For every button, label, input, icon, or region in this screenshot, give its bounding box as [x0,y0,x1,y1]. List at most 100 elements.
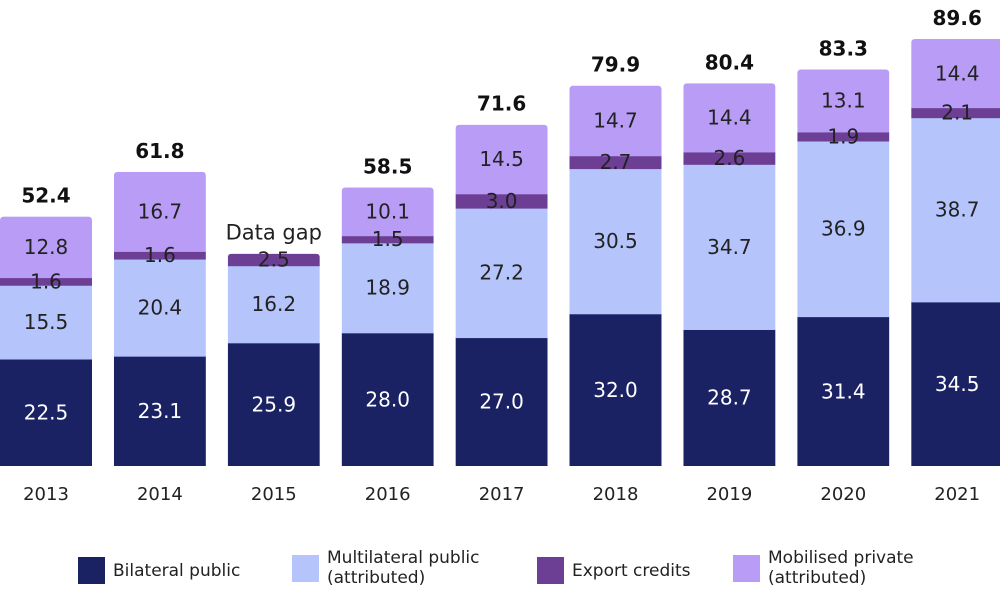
data-label-mobilised-private-attributed-2014: 16.7 [138,200,183,224]
data-label-export-credits-2013: 1.6 [30,269,62,293]
bar-export-credits-2015 [227,253,320,267]
x-tick-label-2016: 2016 [365,484,411,505]
x-tick-label-2013: 2013 [23,484,69,505]
legend-item-mobilised-private: Mobilised private (attributed) [733,548,914,588]
data-label-bilateral-public-2013: 22.5 [24,400,69,424]
bar-export-credits-2018 [569,155,662,170]
legend-label-export-credits: Export credits [572,560,691,581]
x-tick-label-2014: 2014 [137,484,183,505]
legend-swatch-export-credits [537,557,564,584]
bar-export-credits-2013 [0,277,92,286]
data-label-multilateral-public-attributed-2016: 18.9 [365,276,410,300]
bar-multilateral-public-attributed-2020 [797,140,890,318]
data-label-multilateral-public-attributed-2017: 27.2 [479,261,524,285]
bar-bilateral-public-2015 [227,342,320,466]
bar-export-credits-2017 [455,193,548,209]
legend-item-multilateral-public: Multilateral public (attributed) [292,548,480,588]
x-tick-label-2017: 2017 [479,484,525,505]
data-label-mobilised-private-attributed-2020: 13.1 [821,89,866,113]
total-label-2019: 80.4 [705,50,754,74]
legend-swatch-bilateral-public [78,557,105,584]
bar-bilateral-public-2013 [0,358,92,466]
data-label-export-credits-2018: 2.7 [600,150,632,174]
bar-bilateral-public-2021 [911,301,1000,466]
data-label-export-credits-2014: 1.6 [144,243,176,267]
data-label-bilateral-public-2015: 25.9 [252,392,297,416]
total-label-2014: 61.8 [135,139,184,163]
data-label-export-credits-2016: 1.5 [372,227,404,251]
data-label-mobilised-private-attributed-2016: 10.1 [365,200,410,224]
bar-bilateral-public-2016 [341,332,434,467]
data-label-multilateral-public-attributed-2013: 15.5 [24,310,69,334]
legend: Bilateral public Multilateral public (at… [0,548,1000,595]
bar-export-credits-2020 [797,131,890,142]
legend-item-bilateral-public: Bilateral public [78,557,240,584]
bar-multilateral-public-attributed-2017 [455,208,548,339]
bar-mobilised-private-attributed-2021 [911,39,1000,109]
data-label-bilateral-public-2014: 23.1 [138,399,183,423]
data-label-bilateral-public-2019: 28.7 [707,386,752,410]
data-label-multilateral-public-attributed-2020: 36.9 [821,217,866,241]
bar-multilateral-public-attributed-2016 [341,242,434,334]
data-label-bilateral-public-2017: 27.0 [479,390,524,414]
bar-mobilised-private-attributed-2013 [0,216,92,279]
data-label-mobilised-private-attributed-2013: 12.8 [24,235,69,259]
data-label-export-credits-2019: 2.6 [713,146,745,170]
data-label-multilateral-public-attributed-2015: 16.2 [252,292,297,316]
bar-mobilised-private-attributed-2014 [113,171,206,252]
bar-bilateral-public-2018 [569,313,662,467]
total-label-2018: 79.9 [591,53,640,77]
bar-mobilised-private-attributed-2020 [797,69,890,133]
legend-swatch-mobilised-private [733,554,760,582]
data-label-export-credits-2020: 1.9 [827,124,859,148]
bar-bilateral-public-2019 [683,329,776,467]
x-tick-label-2018: 2018 [593,484,639,505]
annotation-data-gap: Data gap [226,221,322,245]
data-label-bilateral-public-2018: 32.0 [593,378,638,402]
bar-export-credits-2021 [911,107,1000,119]
data-label-export-credits-2017: 3.0 [486,189,518,213]
total-label-2021: 89.6 [933,6,982,30]
data-label-bilateral-public-2020: 31.4 [821,379,866,403]
legend-label-multilateral-public: Multilateral public (attributed) [327,548,480,588]
x-tick-label-2019: 2019 [706,484,752,505]
data-label-multilateral-public-attributed-2014: 20.4 [138,295,183,319]
bar-mobilised-private-attributed-2018 [569,85,662,157]
x-tick-label-2015: 2015 [251,484,297,505]
bar-multilateral-public-attributed-2013 [0,285,92,360]
data-label-multilateral-public-attributed-2018: 30.5 [593,229,638,253]
bar-bilateral-public-2017 [455,337,548,466]
legend-item-export-credits: Export credits [537,557,691,584]
data-label-bilateral-public-2021: 34.5 [935,372,980,396]
bar-bilateral-public-2020 [797,316,890,466]
data-label-mobilised-private-attributed-2019: 14.4 [707,106,752,130]
bar-multilateral-public-attributed-2018 [569,168,662,315]
x-tick-label-2021: 2021 [934,484,980,505]
data-label-export-credits-2015: 2.5 [258,248,290,272]
bar-multilateral-public-attributed-2015 [227,265,320,344]
bar-export-credits-2019 [683,151,776,165]
x-tick-label-2020: 2020 [820,484,866,505]
total-label-2017: 71.6 [477,92,526,116]
bar-mobilised-private-attributed-2016 [341,187,434,237]
data-label-multilateral-public-attributed-2019: 34.7 [707,235,752,259]
data-label-multilateral-public-attributed-2021: 38.7 [935,198,980,222]
bar-mobilised-private-attributed-2019 [683,83,776,153]
data-label-mobilised-private-attributed-2021: 14.4 [935,61,980,85]
total-label-2020: 83.3 [819,36,868,60]
bar-export-credits-2014 [113,251,206,260]
legend-swatch-multilateral-public [292,554,319,582]
bar-multilateral-public-attributed-2021 [911,117,1000,303]
bar-multilateral-public-attributed-2014 [113,258,206,357]
legend-label-mobilised-private: Mobilised private (attributed) [768,548,914,588]
bar-bilateral-public-2014 [113,356,206,466]
total-label-2016: 58.5 [363,155,412,179]
bar-multilateral-public-attributed-2019 [683,164,776,330]
total-label-2013: 52.4 [21,184,70,208]
legend-label-bilateral-public: Bilateral public [113,560,241,581]
bar-mobilised-private-attributed-2017 [455,124,548,195]
bar-export-credits-2016 [341,235,434,244]
data-label-mobilised-private-attributed-2018: 14.7 [593,109,638,133]
data-label-export-credits-2021: 2.1 [941,101,973,125]
data-label-mobilised-private-attributed-2017: 14.5 [479,147,524,171]
